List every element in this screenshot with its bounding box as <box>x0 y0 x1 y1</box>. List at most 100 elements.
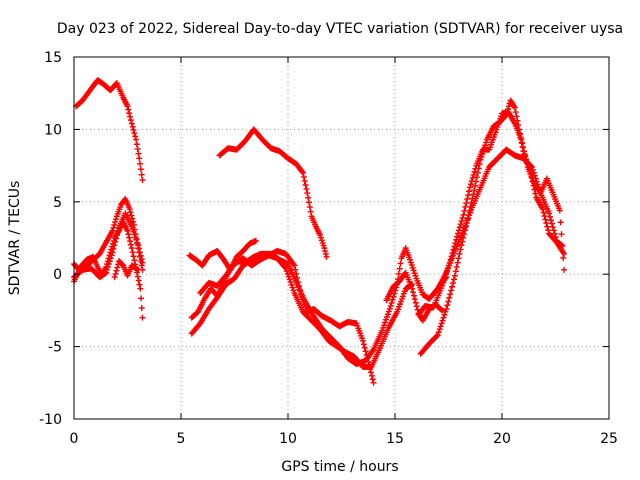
data-point-marker <box>130 126 137 133</box>
data-point-marker <box>561 250 568 257</box>
data-point-marker <box>136 249 143 256</box>
data-point-marker <box>441 311 448 318</box>
data-point-marker <box>300 173 307 180</box>
x-tick-label: 20 <box>493 431 511 447</box>
data-point-marker <box>413 303 420 310</box>
data-point-marker <box>138 304 145 311</box>
data-point-marker <box>302 182 309 189</box>
data-point-marker <box>108 252 115 259</box>
data-point-marker <box>436 326 443 333</box>
series-arc-01 <box>73 77 146 184</box>
data-point-marker <box>362 348 369 355</box>
data-point-marker <box>360 341 367 348</box>
data-point-marker <box>448 287 455 294</box>
y-tick-label: -10 <box>39 412 62 428</box>
data-point-marker <box>127 238 134 245</box>
data-point-marker <box>458 242 465 249</box>
data-point-marker <box>114 264 121 271</box>
data-point-marker <box>434 332 441 339</box>
x-tick-label: 0 <box>70 431 79 447</box>
data-point-marker <box>285 273 292 280</box>
data-point-marker <box>106 258 113 265</box>
data-point-marker <box>107 255 114 262</box>
data-point-marker <box>124 227 131 234</box>
data-point-marker <box>283 268 290 275</box>
data-point-marker <box>385 308 392 315</box>
data-point-marker <box>433 332 440 339</box>
data-point-marker <box>505 103 512 110</box>
data-point-marker <box>368 369 375 376</box>
data-point-marker <box>109 227 116 234</box>
data-point-marker <box>299 168 306 175</box>
data-point-marker <box>452 268 459 275</box>
data-point-marker <box>470 171 477 178</box>
series-arc-12 <box>417 97 565 357</box>
data-point-marker <box>528 164 535 171</box>
data-point-marker <box>540 209 547 216</box>
data-point-marker <box>135 150 142 157</box>
data-point-marker <box>386 305 393 312</box>
data-point-marker <box>449 283 456 290</box>
data-point-marker <box>545 227 552 234</box>
data-point-marker <box>531 172 538 179</box>
data-point-marker <box>438 306 445 313</box>
data-point-marker <box>294 274 301 281</box>
series-arc-14 <box>434 146 568 292</box>
data-point-marker <box>557 219 564 226</box>
data-point-marker <box>410 292 417 299</box>
data-point-marker <box>111 242 118 249</box>
data-point-marker <box>128 245 135 252</box>
data-point-marker <box>321 245 328 252</box>
data-point-marker <box>511 104 518 111</box>
data-point-marker <box>323 253 330 260</box>
data-point-marker <box>139 177 146 184</box>
data-point-marker <box>125 231 132 238</box>
data-point-marker <box>126 206 133 213</box>
data-point-marker <box>451 272 458 279</box>
data-point-marker <box>439 317 446 324</box>
data-point-marker <box>380 324 387 331</box>
data-point-marker <box>365 358 372 365</box>
data-point-marker <box>128 120 135 127</box>
data-point-marker <box>137 160 144 167</box>
data-point-marker <box>535 184 542 191</box>
data-point-marker <box>139 259 146 266</box>
x-axis-label: GPS time / hours <box>281 459 398 475</box>
y-tick-label: -5 <box>48 340 62 356</box>
data-point-marker <box>474 169 481 176</box>
data-point-marker <box>281 264 288 271</box>
data-point-marker <box>133 136 140 143</box>
data-point-marker <box>541 213 548 220</box>
data-point-marker <box>466 184 473 191</box>
data-point-marker <box>110 245 117 252</box>
data-point-marker <box>133 141 140 148</box>
data-point-marker <box>410 289 417 296</box>
chart-title: Day 023 of 2022, Sidereal Day-to-day VTE… <box>57 21 623 37</box>
data-point-marker <box>465 192 472 199</box>
data-point-marker <box>127 113 134 120</box>
data-point-marker <box>533 178 540 185</box>
data-point-marker <box>305 199 312 206</box>
data-point-marker <box>547 213 554 220</box>
y-axis-label: SDTVAR / TECUs <box>7 181 23 296</box>
data-point-marker <box>136 155 143 162</box>
data-point-marker <box>558 231 565 238</box>
data-point-marker <box>561 266 568 273</box>
data-point-marker <box>366 362 373 369</box>
data-point-marker <box>547 217 554 224</box>
data-point-marker <box>382 316 389 323</box>
data-point-marker <box>444 302 451 309</box>
data-point-marker <box>132 133 139 140</box>
x-tick-label: 10 <box>279 431 297 447</box>
data-point-marker <box>552 234 559 241</box>
data-point-marker <box>382 319 389 326</box>
data-point-marker <box>455 255 462 262</box>
data-point-marker <box>127 241 134 248</box>
data-point-marker <box>473 174 480 181</box>
plot-frame <box>73 56 610 420</box>
data-point-marker <box>512 109 519 116</box>
data-point-marker <box>471 187 478 194</box>
data-point-marker <box>456 224 463 231</box>
data-point-marker <box>361 344 368 351</box>
